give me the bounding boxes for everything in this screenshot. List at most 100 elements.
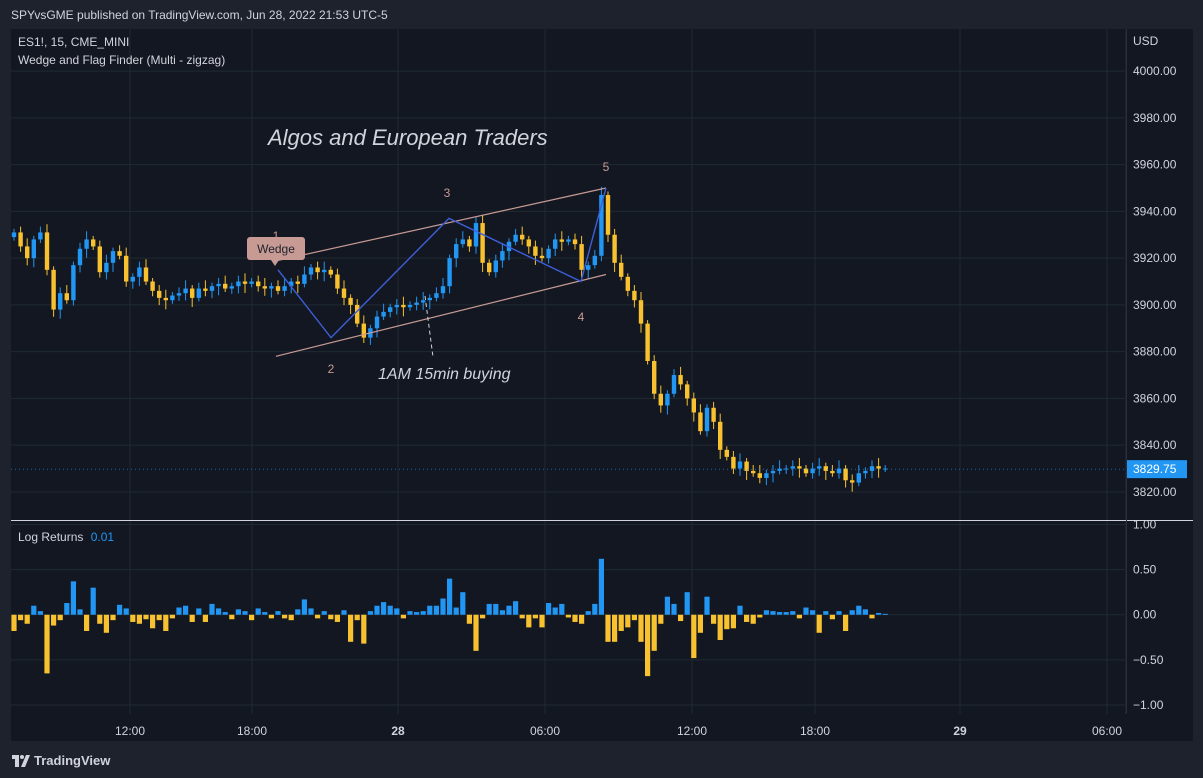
- log-return-bar: [367, 611, 373, 615]
- log-return-bar: [143, 614, 149, 620]
- wedge-badge-label: Wedge: [257, 242, 295, 256]
- pivot-label: 1: [273, 229, 280, 243]
- candle: [869, 466, 875, 471]
- log-return-bar: [453, 607, 459, 615]
- candle: [388, 307, 393, 312]
- candle: [71, 265, 76, 301]
- log-return-bar: [704, 596, 710, 615]
- last-price-label: 3829.75: [1133, 462, 1177, 476]
- y-tick-label: 3980.00: [1133, 111, 1177, 125]
- chart-title-annotation: Algos and European Traders: [266, 125, 548, 150]
- log-return-bar: [374, 605, 380, 615]
- log-return-bar: [18, 614, 24, 621]
- candle: [190, 288, 195, 298]
- log-return-bar: [869, 614, 875, 619]
- log-return-bar: [24, 614, 30, 624]
- log-return-bar: [209, 603, 215, 615]
- log-return-bar: [697, 614, 703, 633]
- candle: [447, 258, 452, 287]
- candle: [58, 293, 63, 310]
- candle: [592, 255, 597, 266]
- zigzag-line: [277, 187, 607, 339]
- candle: [883, 468, 888, 470]
- symbol-legend[interactable]: ES1!, 15, CME_MINI: [18, 35, 130, 49]
- candle: [539, 255, 545, 259]
- candle: [685, 384, 690, 399]
- indicator-legend[interactable]: Wedge and Flag Finder (Multi - zigzag): [18, 53, 226, 67]
- log-return-bar: [664, 596, 670, 615]
- candle: [823, 466, 828, 471]
- log-return-bar: [235, 609, 241, 615]
- publish-info: SPYvsGME published on TradingView.com, J…: [11, 8, 388, 22]
- candle: [678, 375, 683, 385]
- log-return-bar: [321, 611, 327, 615]
- log-return-bar: [97, 614, 103, 624]
- y-tick-label: 4000.00: [1133, 64, 1177, 78]
- candle: [269, 286, 274, 289]
- sub-y-tick-label: 0.00: [1133, 608, 1157, 622]
- candle: [11, 232, 17, 238]
- candle: [64, 293, 69, 301]
- main-pane-bg: [11, 29, 1125, 520]
- log-return-bar: [84, 614, 90, 631]
- log-return-bar: [334, 614, 340, 622]
- log-return-bar: [103, 614, 109, 633]
- candle: [605, 195, 611, 235]
- candle: [394, 304, 399, 308]
- candle: [262, 286, 267, 289]
- log-return-bar: [711, 614, 717, 624]
- subchart-legend[interactable]: Log Returns 0.01: [18, 530, 114, 544]
- candle: [196, 288, 201, 298]
- log-return-bar: [645, 614, 651, 677]
- candle: [665, 393, 670, 406]
- candle: [256, 281, 261, 287]
- candle: [836, 468, 842, 474]
- candle: [803, 468, 809, 474]
- pivot-label: 2: [328, 362, 335, 376]
- log-return-bar: [90, 587, 96, 615]
- log-return-bar: [150, 614, 156, 629]
- candle: [407, 304, 413, 308]
- candle: [619, 262, 624, 277]
- currency-label: USD: [1133, 34, 1159, 48]
- log-return-bar: [803, 607, 809, 615]
- log-return-bar: [783, 612, 789, 615]
- log-return-bar: [348, 614, 354, 642]
- log-return-bar: [156, 614, 162, 621]
- log-return-bar: [37, 611, 43, 615]
- log-return-bar: [546, 603, 552, 615]
- log-return-bar: [717, 614, 723, 641]
- x-tick-label: 12:00: [677, 724, 707, 738]
- y-tick-label: 3880.00: [1133, 345, 1177, 359]
- log-return-bar: [598, 558, 604, 615]
- candle: [711, 407, 716, 422]
- tradingview-logo-icon: [12, 754, 30, 767]
- candle: [295, 281, 300, 284]
- log-return-bar: [295, 609, 301, 615]
- candle: [770, 470, 776, 474]
- candle: [843, 468, 848, 481]
- candle: [401, 304, 406, 308]
- log-return-bar: [539, 614, 545, 628]
- log-return-bar: [268, 614, 274, 619]
- candle: [157, 290, 162, 298]
- log-return-bar: [163, 614, 169, 631]
- log-return-bar: [123, 608, 129, 615]
- candle: [374, 316, 380, 329]
- wedge-badge: [247, 237, 305, 260]
- candle: [44, 232, 50, 270]
- candle: [275, 286, 281, 291]
- candle: [698, 412, 703, 432]
- buy-note-pointer: [424, 295, 434, 358]
- candle: [553, 239, 558, 249]
- candle: [454, 244, 459, 259]
- candle: [566, 239, 571, 242]
- x-tick-label: 12:00: [115, 724, 145, 738]
- log-return-bar: [684, 592, 690, 615]
- footer-bar: TradingView: [0, 742, 1203, 778]
- log-return-bar: [11, 614, 17, 631]
- x-tick-label: 06:00: [1092, 724, 1122, 738]
- log-return-bar: [407, 611, 413, 615]
- log-return-bar: [493, 603, 499, 615]
